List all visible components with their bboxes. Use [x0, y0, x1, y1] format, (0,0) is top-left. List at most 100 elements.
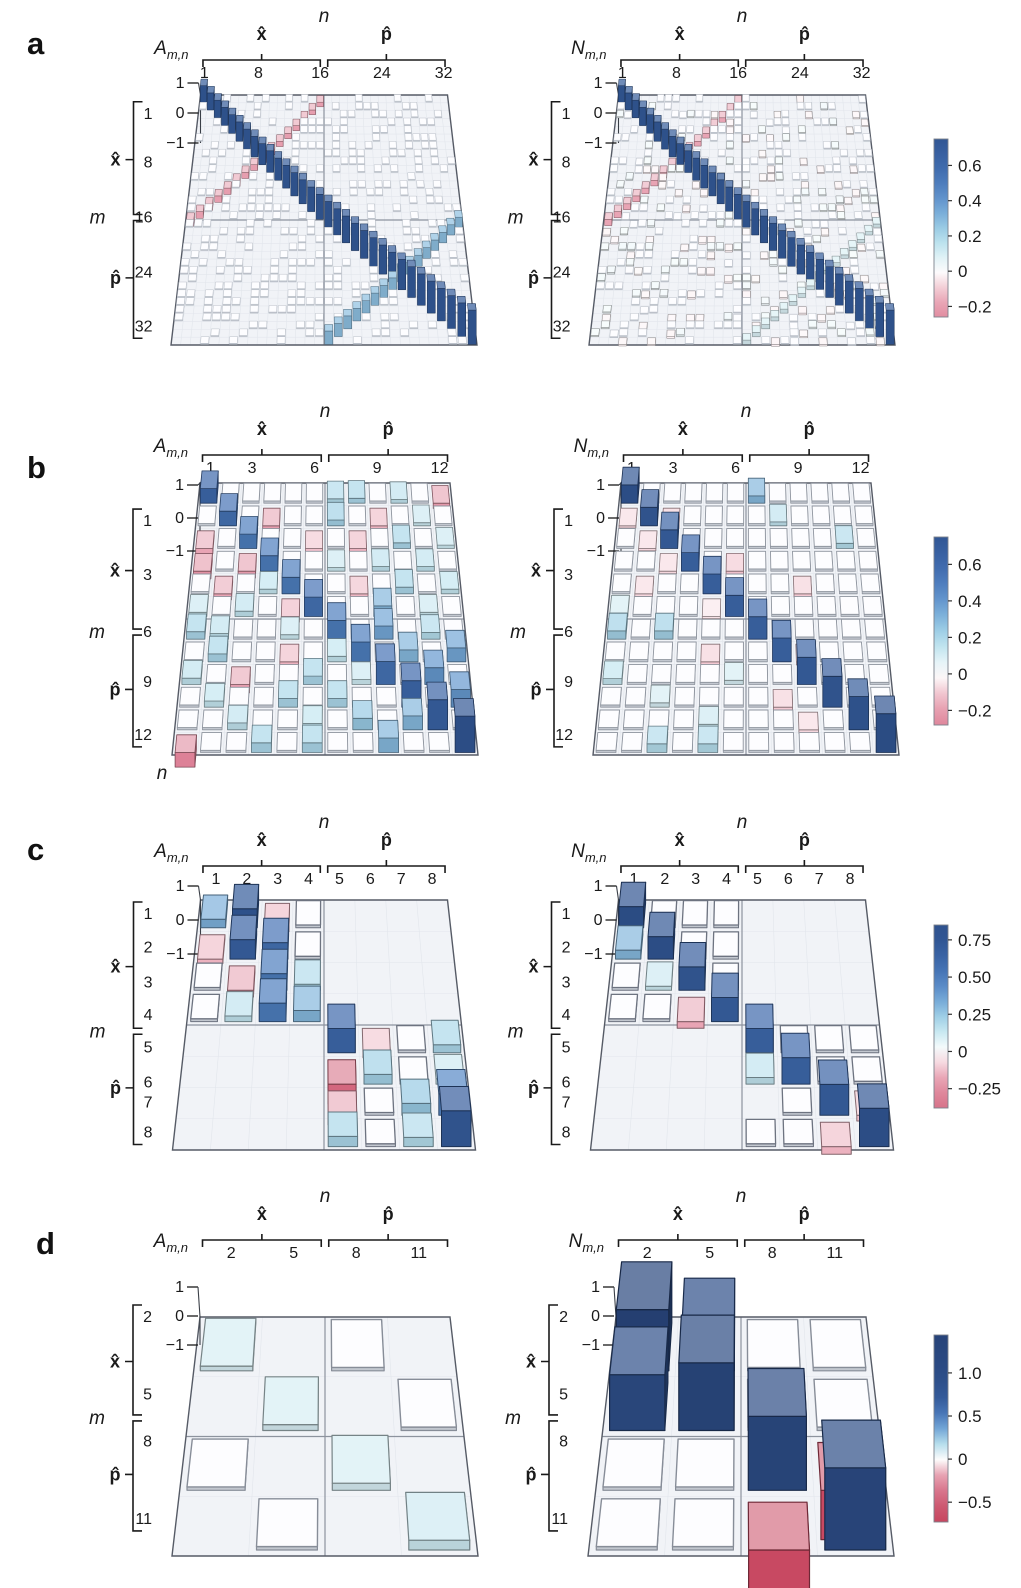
- operator-label: p̂: [110, 1464, 121, 1484]
- row-tick: 6: [143, 624, 152, 641]
- p-row-bracket: [125, 1420, 142, 1532]
- col-tick: 6: [366, 871, 375, 888]
- col-tick: 12: [431, 460, 449, 477]
- row-tick: 9: [143, 674, 152, 691]
- grid-border: [171, 899, 477, 1151]
- m-axis-label: m: [508, 208, 524, 229]
- corner-n-label: n: [157, 763, 168, 784]
- colorbar-tick: 0.2: [958, 628, 982, 647]
- col-tick: 12: [852, 460, 870, 477]
- x-row-bracket: [546, 508, 563, 630]
- col-tick: 2: [643, 1245, 652, 1262]
- matrix-plot-d-left: 2 5 8 11 x̂ p̂ n Am,n 2 5 8 11 x̂ p̂ m 1 0 −1: [89, 1186, 479, 1557]
- p-row-bracket: [541, 1420, 558, 1532]
- row-tick: 7: [144, 1095, 153, 1112]
- z-axis: 1 0 −1: [166, 477, 201, 560]
- colorbar-tick: 0.5: [958, 1407, 982, 1426]
- x-group-bracket: [201, 449, 323, 462]
- operator-label: p̂: [799, 1204, 810, 1224]
- operator-label: x̂: [675, 830, 685, 850]
- column-axis: 2 5 8 11 x̂ p̂ n: [201, 1186, 449, 1262]
- operator-label: p̂: [799, 830, 810, 850]
- matrix-title: Nm,n: [571, 841, 606, 865]
- col-tick: 8: [254, 65, 263, 82]
- z-tick: −1: [587, 543, 605, 560]
- colorbar-gradient: [933, 536, 949, 726]
- row-tick: 8: [559, 1433, 568, 1450]
- z-tick: 0: [596, 510, 605, 527]
- row-tick: 5: [559, 1387, 568, 1404]
- col-tick: 8: [768, 1245, 777, 1262]
- row-tick: 2: [143, 1309, 152, 1326]
- operator-label: p̂: [531, 679, 542, 699]
- row-tick: 8: [144, 155, 153, 172]
- z-tick: 1: [591, 1279, 600, 1296]
- matrix-title: Nm,n: [571, 38, 606, 62]
- row-tick: 3: [144, 975, 153, 992]
- z-tick: 0: [175, 510, 184, 527]
- z-tick: −1: [166, 946, 184, 963]
- z-tick: 0: [594, 912, 603, 929]
- column-axis: 1 8 16 24 32 x̂ p̂ n: [200, 6, 453, 82]
- x-row-bracket: [125, 901, 143, 1030]
- operator-label: x̂: [110, 1351, 120, 1371]
- z-tick: −1: [584, 135, 602, 152]
- row-tick: 3: [143, 567, 152, 584]
- colorbar-tick: 0.6: [958, 555, 982, 574]
- n-axis-label: n: [319, 6, 330, 27]
- row-tick: 1: [144, 106, 153, 123]
- grid-border: [171, 1316, 479, 1557]
- operator-label: x̂: [257, 1204, 267, 1224]
- col-tick: 11: [410, 1245, 427, 1262]
- z-axis: 1 0 −1: [166, 878, 202, 963]
- colorbar-tick: 0.6: [958, 156, 982, 175]
- row-axis: 1 3 6 9 12 x̂ p̂ m: [89, 508, 152, 748]
- row-tick: 2: [562, 940, 571, 957]
- col-tick: 5: [335, 871, 344, 888]
- colorbar-tick: −0.25: [958, 1080, 1001, 1099]
- operator-label: x̂: [531, 561, 541, 581]
- column-axis: 1 2 3 4 5 6 7 8 x̂ p̂ n: [620, 812, 864, 888]
- p-group-bracket: [326, 54, 446, 67]
- operator-label: p̂: [383, 419, 394, 439]
- col-tick: 3: [669, 460, 678, 477]
- row-tick: 4: [562, 1007, 571, 1024]
- column-axis: 1 8 16 24 32 x̂ p̂ n: [618, 6, 871, 82]
- row-tick: 8: [562, 1125, 571, 1142]
- matrix-title: Am,n: [153, 1231, 188, 1255]
- row-tick: 1: [564, 513, 573, 530]
- row-tick: 24: [553, 265, 571, 282]
- row-tick: 12: [555, 727, 573, 744]
- column-axis: 2 5 8 11 x̂ p̂ n: [617, 1186, 865, 1262]
- p-group-bracket: [748, 449, 870, 462]
- operator-label: p̂: [110, 268, 121, 288]
- z-tick: −1: [582, 1337, 600, 1354]
- matrix-title: Am,n: [153, 38, 188, 62]
- operator-label: p̂: [110, 679, 121, 699]
- row-axis: 1 2 3 4 5 6 7 8 x̂ p̂ m: [508, 901, 571, 1146]
- colorbar-c: 0.75 0.50 0.25 0 −0.25: [933, 924, 1001, 1109]
- colorbar-tick: 0: [958, 262, 967, 281]
- col-tick: 5: [289, 1245, 298, 1262]
- col-tick: 2: [660, 871, 669, 888]
- row-axis: 1 8 16 24 32 x̂ p̂ m: [90, 100, 153, 340]
- p-group-bracket: [327, 1234, 449, 1247]
- p-row-bracket: [543, 1033, 561, 1146]
- col-tick: 1: [206, 460, 215, 477]
- z-tick: −1: [166, 1337, 184, 1354]
- z-tick: −1: [584, 946, 602, 963]
- m-axis-label: m: [508, 1021, 524, 1042]
- p-row-bracket: [125, 634, 142, 748]
- row-tick: 5: [144, 1040, 153, 1057]
- col-tick: 7: [397, 871, 406, 888]
- row-tick: 3: [562, 975, 571, 992]
- operator-label: p̂: [110, 1078, 121, 1098]
- colorbar-tick: 0.4: [958, 192, 982, 211]
- row-tick: 8: [143, 1433, 152, 1450]
- matrix-cells: [595, 1261, 887, 1588]
- x-group-bracket: [201, 1234, 323, 1247]
- x-group-bracket: [622, 449, 744, 462]
- matrix-title: Am,n: [153, 436, 188, 460]
- n-axis-label: n: [741, 401, 752, 422]
